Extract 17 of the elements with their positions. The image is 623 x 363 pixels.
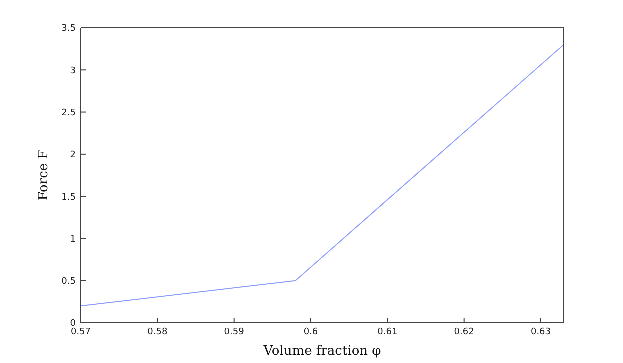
y-tick-label: 2.5 <box>62 108 76 118</box>
y-axis-title: Force F <box>36 150 52 201</box>
x-tick-label: 0.62 <box>454 327 474 338</box>
x-tick-label: 0.58 <box>148 327 168 338</box>
x-tick-label: 0.59 <box>224 327 245 338</box>
y-tick-label: 2 <box>70 150 76 161</box>
x-tick-label: 0.57 <box>70 327 92 338</box>
x-tick-label: 0.6 <box>304 327 318 338</box>
y-tick-label: 3 <box>70 66 76 76</box>
x-axis-title: Volume fraction φ <box>262 344 382 359</box>
y-tick-label: 1 <box>70 234 76 245</box>
x-tick-label: 0.61 <box>378 327 398 338</box>
y-tick-label: 0 <box>70 319 76 330</box>
y-tick-label: 0.5 <box>62 277 76 288</box>
y-tick-label: 3.5 <box>62 24 76 34</box>
y-tick-label: 1.5 <box>62 192 76 203</box>
x-tick-label: 0.63 <box>530 327 552 338</box>
